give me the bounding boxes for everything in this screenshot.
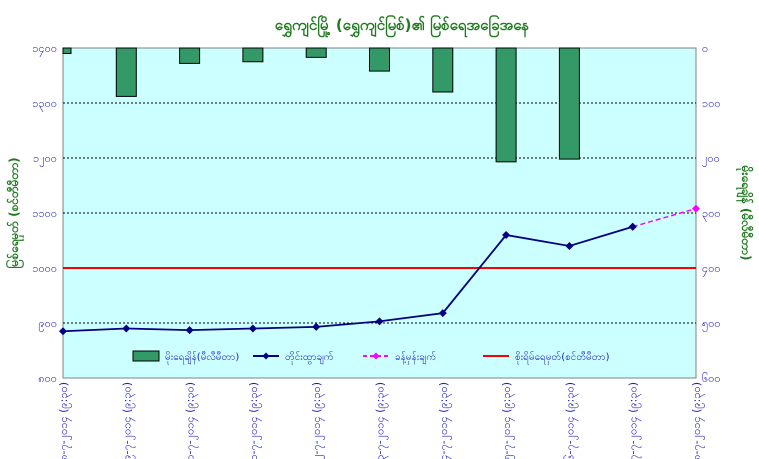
observed-point [565,242,574,250]
observed-point [312,322,321,331]
observed-point [122,324,131,333]
observed-point [185,326,194,335]
rainfall-bar [115,47,137,97]
x-tick-label: ၂၁-၇-၂၀၁၄ (၉:၃၀) [247,382,262,459]
legend-marker [372,352,380,360]
x-tick-label: ၂၀-၇-၂၀၁၄ (၉:၃၀) [184,382,199,459]
observed-point [502,231,511,239]
right-tick-label: ၂၀၀ [702,152,720,167]
right-tick-label: ၆၀၀ [702,372,721,385]
x-tick-label: ၂၃-၇-၂၀၁၄ (၉:၃၀) [374,382,389,459]
left-tick-label: ၈၀၀ [38,372,57,385]
right-tick-label: ၁၀၀ [702,97,721,110]
x-tick-label: ၂၇-၇-၂၀၁၄ (၉:၃၀) [627,382,642,459]
legend-marker [262,352,270,360]
rainfall-bar [432,47,454,93]
x-tick-label: ၁၈-၇-၂၀၁၄ (၉:၃၀) [57,382,72,459]
right-tick-label: ၄၀၀ [702,262,721,277]
x-tick-label: ၂၆-၇-၂၀၁၄ (၉:၃၀) [563,382,578,459]
legend-label: ခန့်မှန်းချက် [395,350,436,365]
x-tick-label: ၂၈-၇-၂၀၁၄ (၉:၃၀) [690,382,705,459]
rainfall-bar [179,47,201,64]
forecast-line [632,207,697,228]
left-tick-label: ၁၁၀၀ [32,207,57,220]
legend-label: တိုင်းထွာချက် [285,350,334,365]
legend-label: စိုးရိမ်ရေမှတ်(စင်တီမီတာ) [515,350,610,365]
rainfall-bar [305,47,327,58]
rainfall-bars [62,47,580,163]
observed-point [59,327,67,336]
left-tick-label: ၉၀၀ [38,317,57,332]
forecast-point [692,204,700,213]
left-axis-title: မြစ်ရေမှတ် (စင်တီမီတာ) [4,157,25,268]
x-axis-ticks: ၁၈-၇-၂၀၁၄ (၉:၃၀) ၁၉-၇-၂၀၁၄ (၉:၃၀) ၂၀-၇-၂၀၁… [57,382,705,459]
x-tick-label: ၁၉-၇-၂၀၁၄ (၉:၃၀) [120,382,135,459]
observed-point [248,324,257,333]
left-tick-label: ၁၄၀၀ [32,42,57,57]
legend-label: မိုးရေချိန်(မီလီမီတာ) [165,350,239,365]
water-level-lines [59,204,700,336]
right-tick-label: ၃၀၀ [702,207,721,222]
x-tick-label: ၂၄-၇-၂၀၁၄ (၉:၃၀) [437,382,452,459]
x-tick-label: ၂၂-၇-၂၀၁၄ (၉:၃၀) [310,382,325,459]
rainfall-bar [558,47,580,160]
left-tick-label: ၁၀၀၀ [32,262,57,275]
left-tick-label: ၁၂၀၀ [33,152,57,167]
observed-line [62,225,633,333]
rainfall-bar [62,47,72,54]
legend-swatch-rainfall [132,350,160,362]
observed-point [628,222,637,231]
chart-title: ရွှေကျင်မြို့ (ရွှေကျင်မြစ်)၏ မြစ်ရေအခြေ… [275,14,530,38]
rainfall-bar [369,47,390,72]
observed-point [375,317,384,326]
right-axis-title: မိုးရေချိန် (မီလီမီတာ) [735,165,755,261]
observed-point [438,309,447,318]
right-tick-label: ၀ [702,42,708,55]
left-axis-ticks: ၈၀၀ ၉၀၀ ၁၀၀၀ ၁၁၀၀ ၁၂၀၀ ၁၃၀၀ ၁၄၀၀ [32,42,57,385]
rainfall-bar [495,47,517,163]
legend: မိုးရေချိန်(မီလီမီတာ) တိုင်းထွာချက် ခန့်မှ… [132,350,610,365]
left-tick-label: ၁၃၀၀ [32,97,57,112]
x-tick-label: ၂၅-၇-၂၀၁၄ (၉:၃၀) [500,382,515,459]
rainfall-bar [242,47,264,63]
right-tick-label: ၅၀၀ [702,317,721,332]
